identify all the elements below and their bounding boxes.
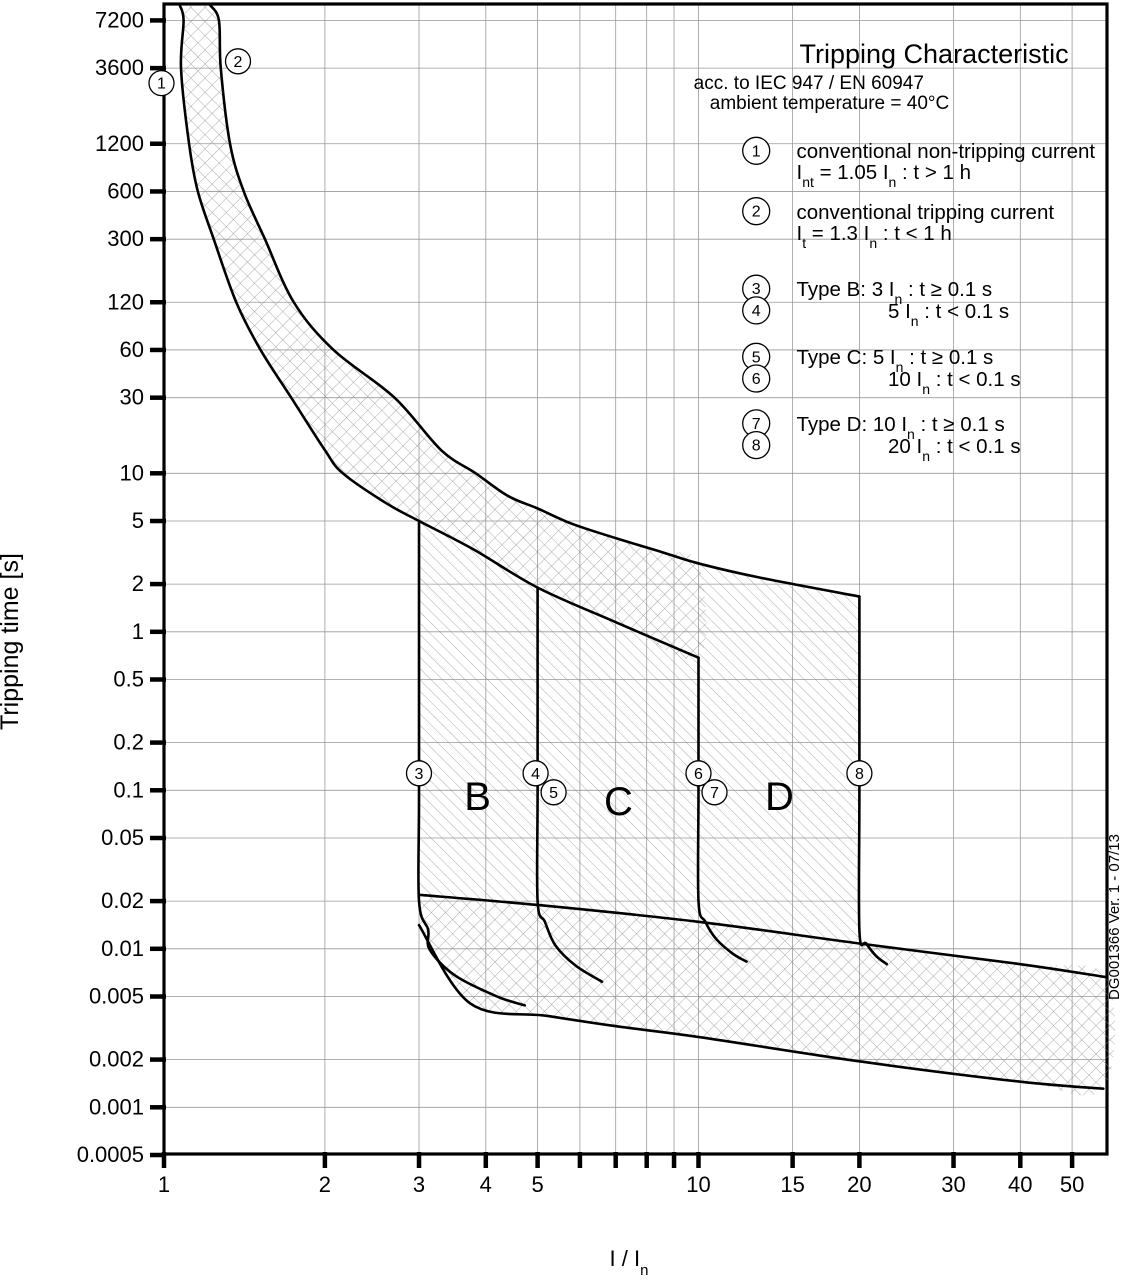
svg-text:8: 8 [752, 438, 761, 455]
svg-text:acc. to IEC 947 / EN 60947: acc. to IEC 947 / EN 60947 [694, 73, 924, 94]
svg-text:0.02: 0.02 [101, 888, 144, 913]
svg-text:300: 300 [107, 226, 144, 251]
svg-text:2: 2 [319, 1172, 331, 1197]
svg-text:3: 3 [415, 766, 424, 783]
svg-text:7: 7 [752, 416, 761, 433]
svg-text:30: 30 [941, 1172, 965, 1197]
svg-text:5: 5 [549, 785, 558, 802]
svg-text:Tripping time [s]: Tripping time [s] [0, 553, 24, 730]
svg-text:7200: 7200 [95, 7, 144, 32]
svg-text:60: 60 [120, 337, 144, 362]
svg-text:15: 15 [780, 1172, 804, 1197]
svg-text:7: 7 [710, 785, 719, 802]
svg-text:2: 2 [132, 571, 144, 596]
svg-text:5: 5 [752, 349, 761, 366]
svg-text:1: 1 [752, 143, 761, 160]
svg-text:40: 40 [1008, 1172, 1032, 1197]
svg-text:600: 600 [107, 178, 144, 203]
svg-text:B: B [464, 775, 491, 819]
svg-text:2: 2 [234, 54, 243, 71]
svg-text:3: 3 [752, 281, 761, 298]
svg-text:0.005: 0.005 [89, 984, 144, 1009]
svg-text:6: 6 [694, 766, 703, 783]
svg-text:10: 10 [120, 460, 144, 485]
svg-text:0.01: 0.01 [101, 936, 144, 961]
svg-text:120: 120 [107, 289, 144, 314]
svg-text:2: 2 [752, 204, 761, 221]
svg-text:5: 5 [531, 1172, 543, 1197]
svg-text:30: 30 [120, 385, 144, 410]
svg-text:C: C [604, 780, 633, 824]
svg-text:0.002: 0.002 [89, 1047, 144, 1072]
svg-text:1200: 1200 [95, 131, 144, 156]
svg-text:0.05: 0.05 [101, 825, 144, 850]
svg-text:D: D [765, 775, 794, 819]
svg-text:ambient temperature = 40°C: ambient temperature = 40°C [710, 93, 949, 114]
svg-text:4: 4 [531, 766, 540, 783]
svg-text:Tripping Characteristic: Tripping Characteristic [800, 39, 1069, 69]
svg-text:10: 10 [686, 1172, 710, 1197]
svg-text:1: 1 [132, 619, 144, 644]
svg-text:4: 4 [480, 1172, 492, 1197]
svg-text:8: 8 [855, 766, 864, 783]
svg-text:3: 3 [413, 1172, 425, 1197]
svg-text:50: 50 [1060, 1172, 1084, 1197]
svg-text:0.0005: 0.0005 [77, 1142, 144, 1167]
svg-text:1: 1 [157, 76, 166, 93]
svg-text:4: 4 [752, 303, 761, 320]
svg-text:0.5: 0.5 [113, 667, 144, 692]
svg-text:1: 1 [158, 1172, 170, 1197]
svg-text:0.001: 0.001 [89, 1094, 144, 1119]
svg-text:3600: 3600 [95, 55, 144, 80]
svg-text:0.2: 0.2 [113, 730, 144, 755]
svg-text:DG001366 Ver. 1 - 07/13: DG001366 Ver. 1 - 07/13 [1106, 834, 1123, 1000]
svg-text:20: 20 [847, 1172, 871, 1197]
svg-text:conventional tripping current: conventional tripping current [797, 201, 1055, 224]
svg-text:0.1: 0.1 [113, 777, 144, 802]
svg-text:5: 5 [132, 508, 144, 533]
svg-text:conventional non-tripping curr: conventional non-tripping current [797, 140, 1096, 163]
svg-text:6: 6 [752, 371, 761, 388]
